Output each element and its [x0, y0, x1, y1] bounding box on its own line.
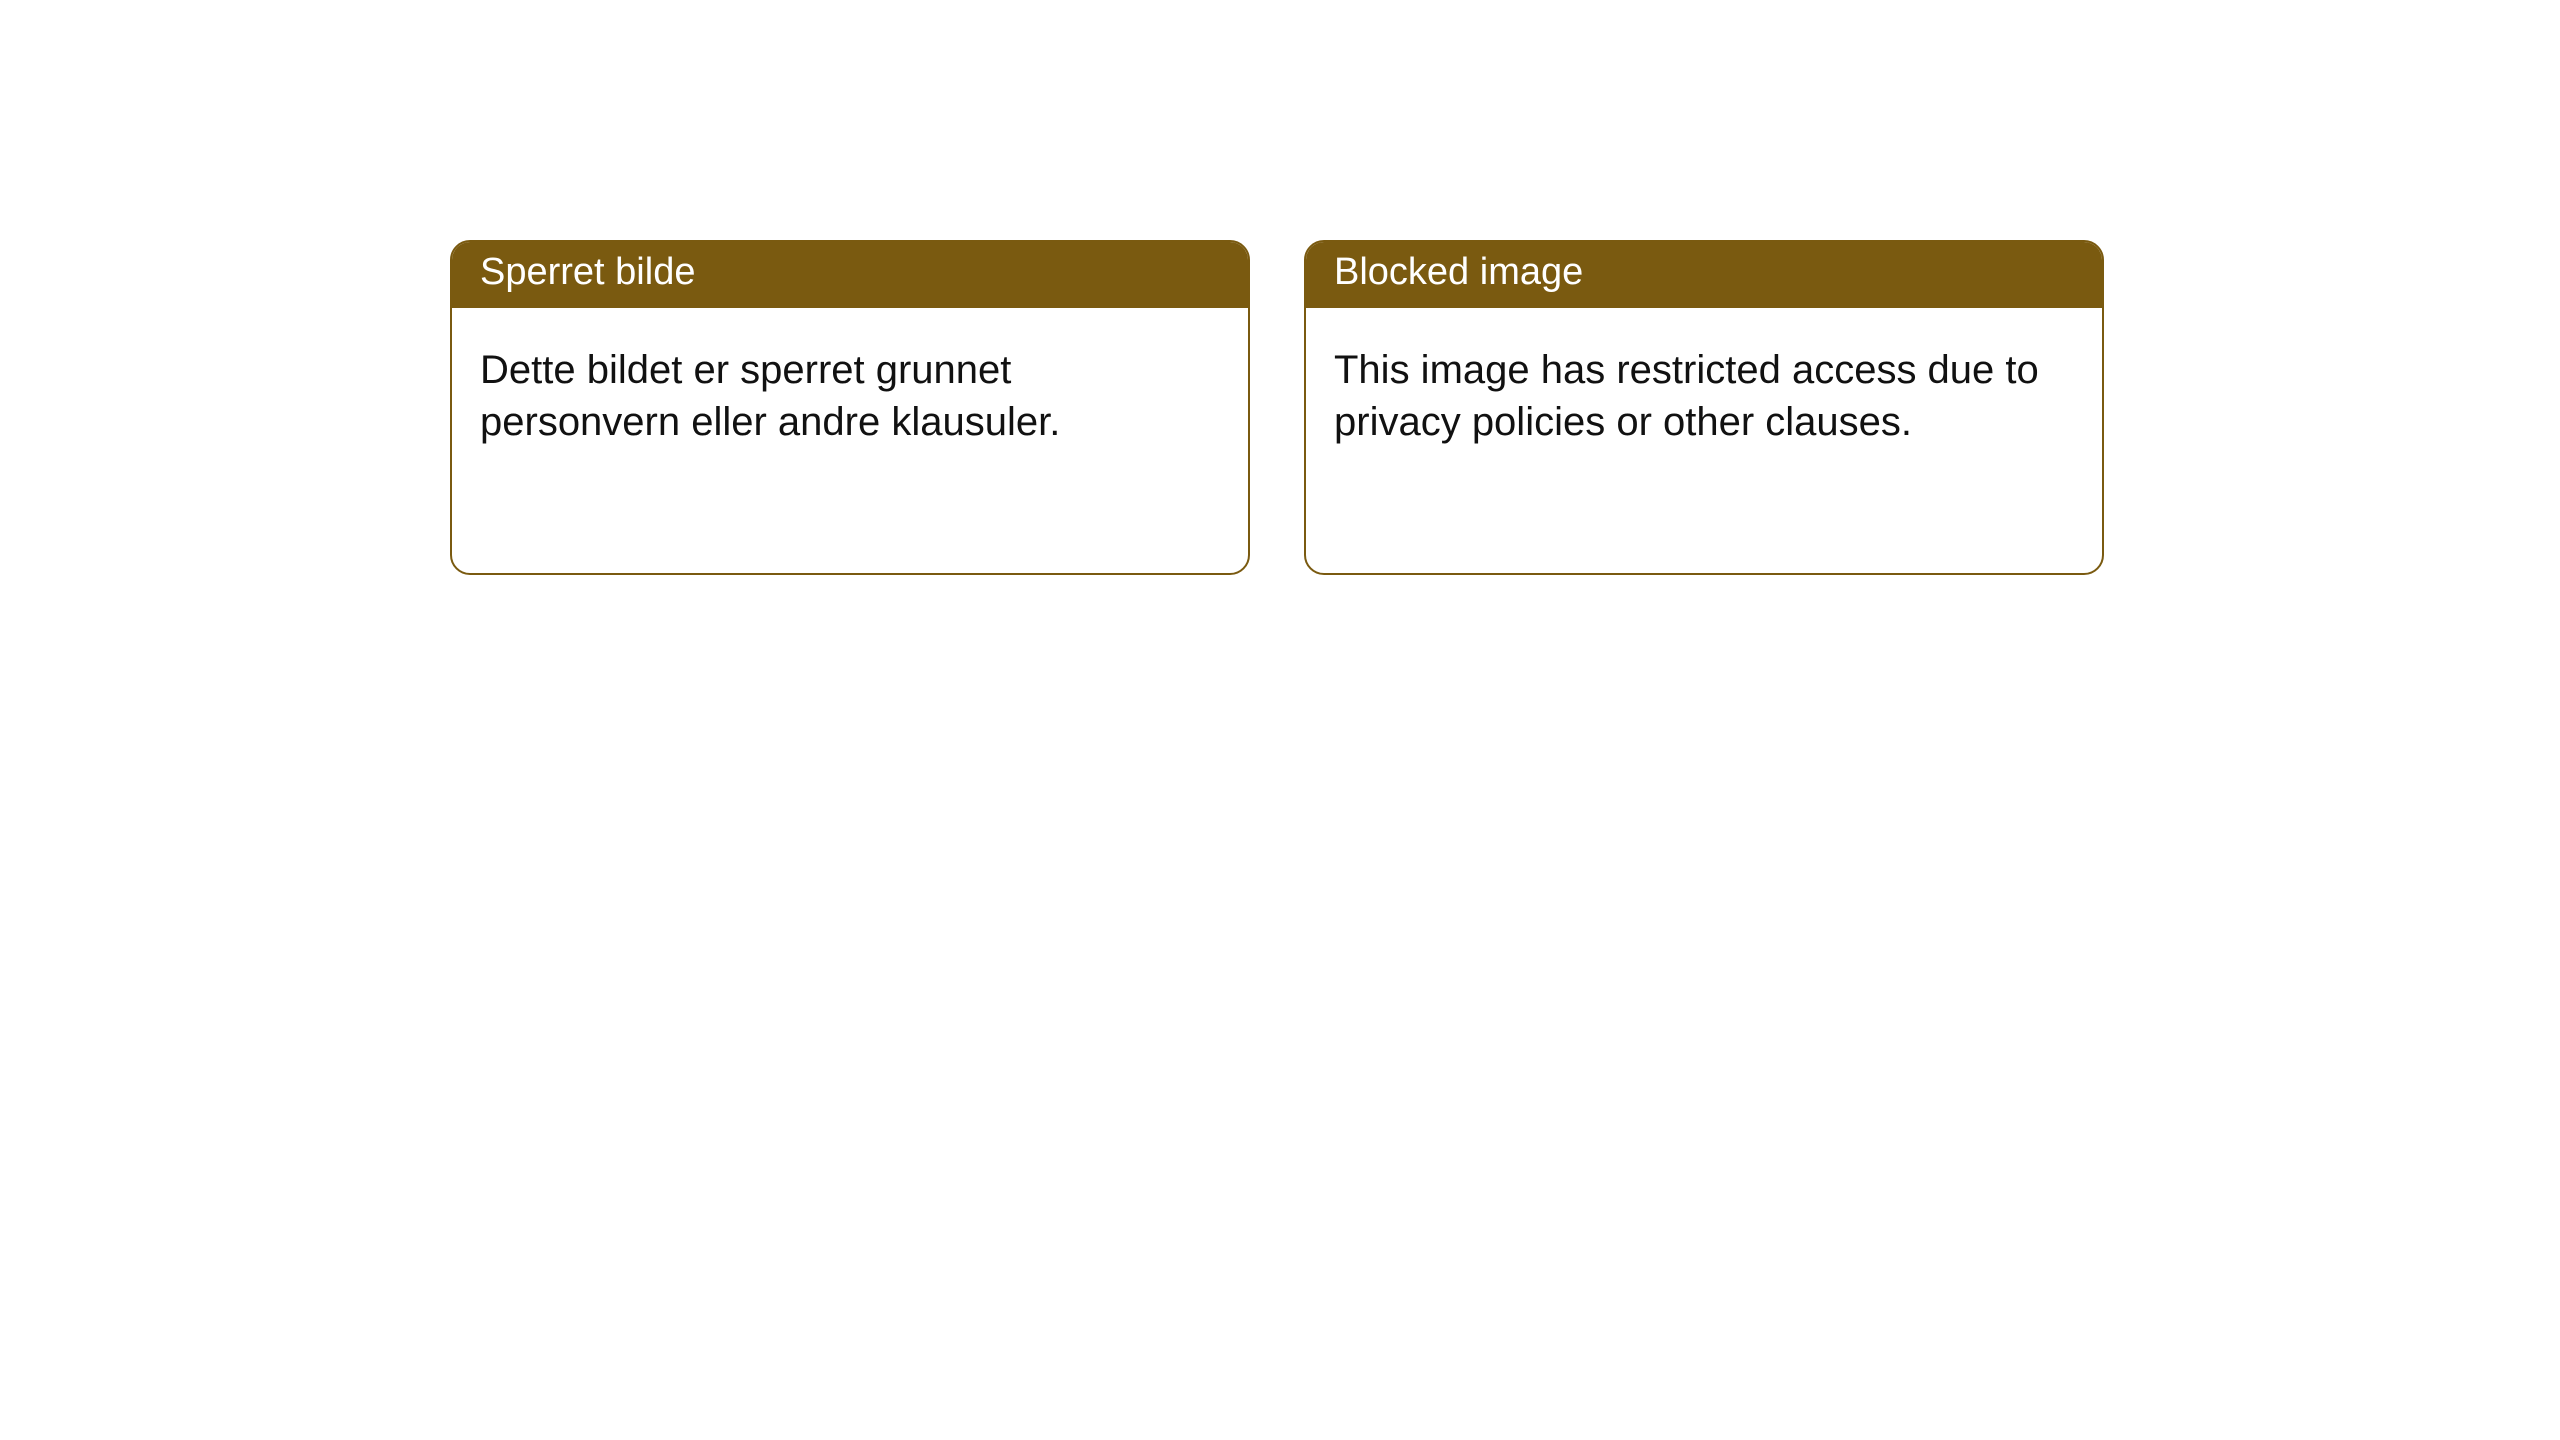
notice-card-english: Blocked image This image has restricted …: [1304, 240, 2104, 575]
notice-container: Sperret bilde Dette bildet er sperret gr…: [0, 0, 2560, 575]
card-header: Sperret bilde: [452, 242, 1248, 308]
card-header: Blocked image: [1306, 242, 2102, 308]
notice-card-norwegian: Sperret bilde Dette bildet er sperret gr…: [450, 240, 1250, 575]
card-body: This image has restricted access due to …: [1306, 308, 2102, 476]
card-body: Dette bildet er sperret grunnet personve…: [452, 308, 1248, 476]
